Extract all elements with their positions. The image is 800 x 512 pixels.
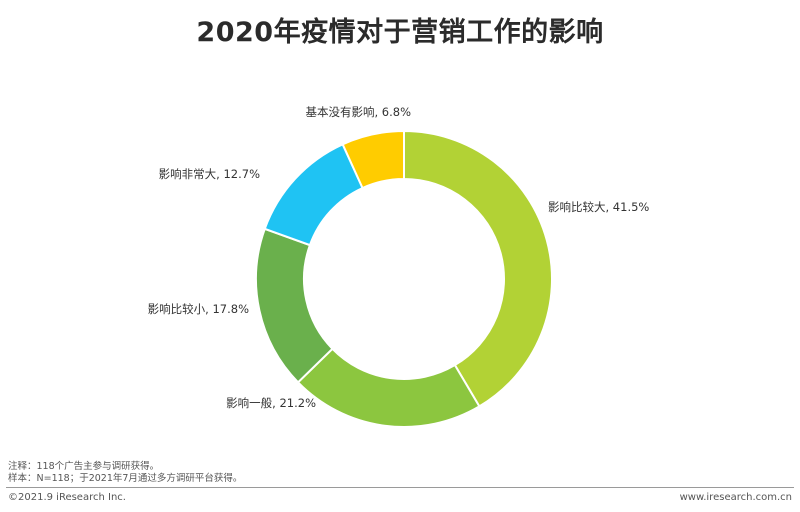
website-link[interactable]: www.iresearch.com.cn (679, 492, 792, 503)
footer-divider (6, 487, 794, 488)
note-line-1: 注释：118个广告主参与调研获得。 (8, 461, 160, 472)
copyright-text: ©2021.9 iResearch Inc. (8, 492, 126, 503)
slice-影响一般 (296, 347, 481, 428)
slice-labels: 影响比较大, 41.5% 影响一般, 21.2% 影响比较小, 17.8% 影响非常大… (148, 105, 650, 410)
chart-notes: 注释：118个广告主参与调研获得。 样本：N=118；于2021年7月通过多方调… (8, 461, 242, 485)
slice-label-基本没有影响: 基本没有影响, 6.8% (305, 105, 411, 119)
slice-影响非常大 (263, 142, 364, 247)
slice-label-影响比较大: 影响比较大, 41.5% (548, 200, 649, 214)
slice-label-影响非常大: 影响非常大, 12.7% (159, 167, 260, 181)
donut-slices (255, 129, 553, 428)
note-line-2: 样本：N=118；于2021年7月通过多方调研平台获得。 (8, 473, 243, 484)
slice-影响比较小 (255, 227, 334, 384)
slice-label-影响一般: 影响一般, 21.2% (226, 396, 316, 410)
chart-title: 2020年疫情对于营销工作的影响 (196, 17, 604, 48)
slice-label-影响比较小: 影响比较小, 17.8% (148, 302, 249, 316)
slice-基本没有影响 (341, 129, 405, 190)
slice-影响比较大 (403, 129, 553, 408)
